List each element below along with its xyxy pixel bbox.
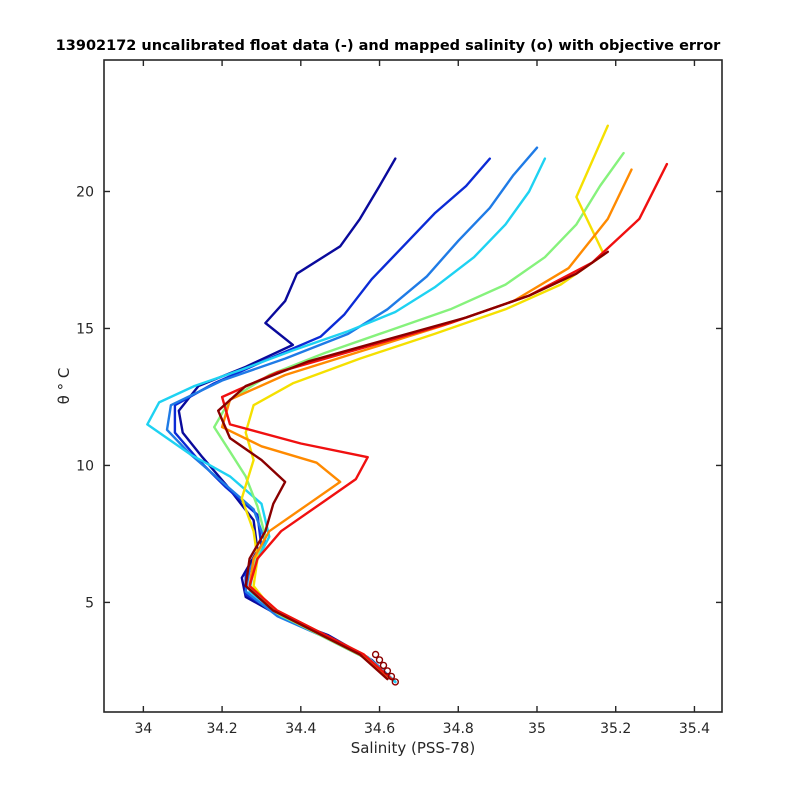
x-axis: 34 34.2 34.4 34.6 34.8 35 35.2 35.4 [134, 60, 710, 737]
profile-line-3 [165, 146, 539, 684]
y-tick-label-2: 15 [76, 321, 94, 337]
x-axis-label: Salinity (PSS-78) [351, 739, 476, 757]
plot-frame [103, 59, 723, 713]
mapped-salinity-marker-2 [387, 672, 396, 681]
mapped-salinity-marker-3 [383, 667, 392, 675]
mapped-salinity-marker-1 [391, 678, 399, 686]
y-axis: 5 10 15 20 [76, 184, 722, 611]
y-axis-label: θ ° C [55, 368, 73, 405]
mapped-salinity-marker-5 [375, 656, 384, 664]
chart-title: 13902172 uncalibrated float data (-) and… [56, 38, 721, 54]
mapped-salinity-marker-6 [371, 650, 380, 659]
x-tick-label-6: 35.2 [600, 721, 631, 737]
profile-line-9 [216, 250, 609, 681]
profile-curves [146, 124, 669, 684]
x-tick-label-5: 35 [528, 721, 546, 737]
y-tick-label-0: 5 [85, 595, 94, 611]
x-tick-label-3: 34.6 [364, 721, 395, 737]
x-tick-label-7: 35.4 [679, 721, 710, 737]
mapped-salinity-marker-4 [379, 661, 388, 670]
x-tick-label-2: 34.4 [285, 721, 316, 737]
y-tick-label-1: 10 [76, 458, 94, 474]
x-tick-label-4: 34.8 [443, 721, 474, 737]
plot-area [103, 59, 723, 713]
mapped-salinity-markers [371, 650, 399, 686]
x-tick-label-0: 34 [134, 721, 152, 737]
x-tick-label-1: 34.2 [207, 721, 238, 737]
y-tick-label-3: 20 [76, 184, 94, 200]
